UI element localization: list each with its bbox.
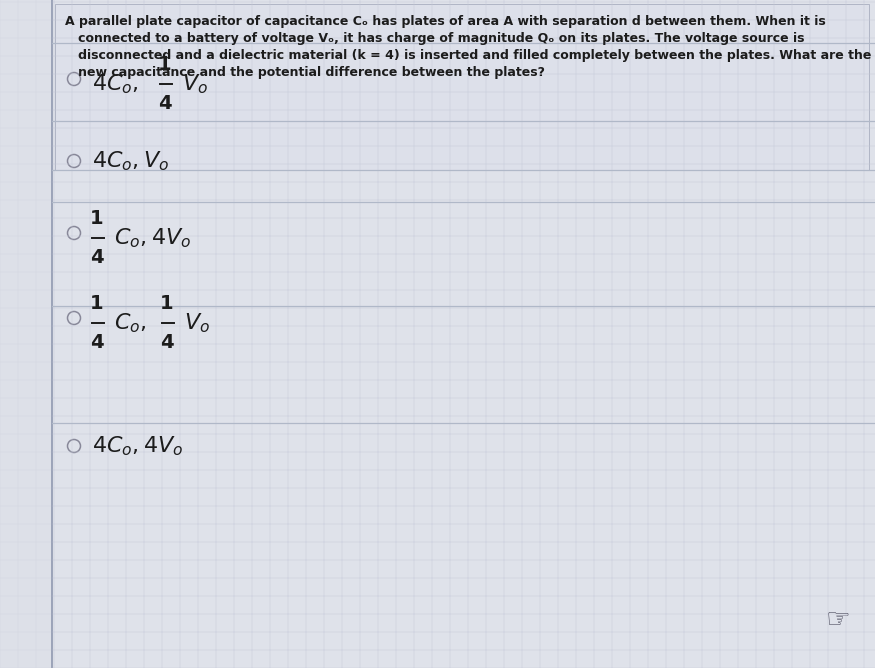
FancyBboxPatch shape — [55, 4, 869, 170]
Text: 1: 1 — [90, 294, 104, 313]
Text: ☞: ☞ — [826, 606, 850, 634]
Text: $V_{o}$: $V_{o}$ — [184, 311, 210, 335]
Text: 1: 1 — [160, 294, 174, 313]
Text: 4: 4 — [90, 248, 104, 267]
Text: disconnected and a dielectric material (k = 4) is inserted and filled completely: disconnected and a dielectric material (… — [65, 49, 872, 62]
Text: 1: 1 — [90, 209, 104, 228]
Text: new capacitance and the potential difference between the plates?: new capacitance and the potential differ… — [65, 66, 545, 79]
Text: 4: 4 — [160, 333, 174, 352]
Text: $C_{o}, 4V_{o}$: $C_{o}, 4V_{o}$ — [114, 226, 192, 250]
Text: A parallel plate capacitor of capacitance Cₒ has plates of area A with separatio: A parallel plate capacitor of capacitanc… — [65, 15, 826, 28]
Text: 4: 4 — [158, 94, 172, 113]
FancyBboxPatch shape — [52, 0, 875, 668]
Text: 1: 1 — [158, 55, 172, 74]
Text: $V_{o}$: $V_{o}$ — [182, 72, 208, 96]
Text: 4: 4 — [90, 333, 104, 352]
Text: $4C_{o},$: $4C_{o},$ — [92, 72, 139, 96]
Text: $C_{o},$: $C_{o},$ — [114, 311, 146, 335]
Text: $4C_{o}, V_{o}$: $4C_{o}, V_{o}$ — [92, 149, 169, 173]
Text: $4C_{o}, 4V_{o}$: $4C_{o}, 4V_{o}$ — [92, 434, 184, 458]
Text: connected to a battery of voltage Vₒ, it has charge of magnitude Qₒ on its plate: connected to a battery of voltage Vₒ, it… — [65, 32, 804, 45]
